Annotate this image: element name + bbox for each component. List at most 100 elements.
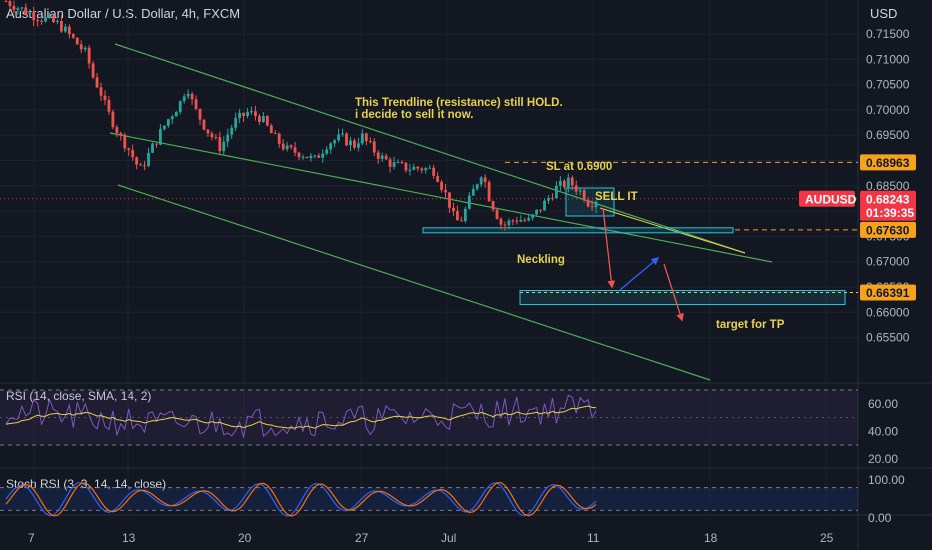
countdown-text: 01:39:35 <box>866 206 914 220</box>
neckline-label: Neckling <box>517 254 565 266</box>
candle-body <box>166 119 170 126</box>
candle-body <box>16 8 20 10</box>
candle-body <box>380 155 384 159</box>
symbol-tag <box>799 190 855 207</box>
candle-body <box>531 214 535 219</box>
candle-body <box>91 63 95 78</box>
candle-body <box>412 166 416 170</box>
candle-body <box>182 96 186 102</box>
candle-body <box>547 197 550 201</box>
candle-body <box>357 143 360 148</box>
candle-body <box>40 20 44 22</box>
candle-body <box>222 141 226 152</box>
candle-body <box>368 141 372 143</box>
candle-body <box>582 190 586 201</box>
candle-body <box>258 116 261 122</box>
time-tick: 11 <box>587 531 600 545</box>
candle-body <box>428 167 432 169</box>
candle-body <box>503 224 507 226</box>
candle-body <box>12 5 16 10</box>
candle-body <box>115 127 119 134</box>
candle-body <box>317 155 321 158</box>
candle-body <box>250 111 253 113</box>
candle-body <box>432 167 436 176</box>
candle-body <box>574 185 578 192</box>
candle-body <box>558 180 562 186</box>
candle-body <box>452 207 455 212</box>
candle-body <box>48 15 51 18</box>
candle-body <box>527 218 531 221</box>
candle-body <box>246 111 249 116</box>
candle-body <box>24 7 28 15</box>
current-price-tag <box>860 190 916 221</box>
candle-body <box>143 165 146 167</box>
currency-label: USD <box>870 6 898 21</box>
stoch-band <box>0 487 858 511</box>
candle-body <box>186 93 190 97</box>
candle-body <box>467 195 471 209</box>
rsi-band <box>0 390 858 445</box>
rsi-line <box>5 394 597 438</box>
candle-body <box>337 134 341 141</box>
candle-body <box>214 137 218 139</box>
chart-title: Australian Dollar / U.S. Dollar, 4h, FXC… <box>6 6 241 21</box>
candle-body <box>456 211 459 221</box>
candle-body <box>499 218 503 225</box>
candle-body <box>234 118 238 128</box>
price-tag <box>860 221 916 238</box>
candle-body <box>293 147 297 153</box>
candle-body <box>321 153 325 158</box>
candle-body <box>384 155 388 160</box>
candle-body <box>396 162 400 164</box>
candle-body <box>463 208 467 222</box>
price-tick: 0.70500 <box>866 78 910 92</box>
candle-body <box>178 101 182 113</box>
candle-body <box>372 141 376 153</box>
candle-body <box>491 201 495 210</box>
candle-body <box>218 137 222 152</box>
price-tick: 0.65500 <box>866 331 910 345</box>
candle-body <box>408 169 412 171</box>
candle-body <box>487 181 491 202</box>
candle-body <box>388 159 392 167</box>
arrow-up <box>619 256 660 291</box>
candle-body <box>341 133 344 135</box>
channel-middle-line <box>109 132 773 263</box>
candle-body <box>174 112 178 117</box>
stoch-tick: 100.00 <box>868 473 905 487</box>
arrow-down-1 <box>602 207 616 289</box>
time-tick: 27 <box>355 531 369 545</box>
candle-body <box>424 168 428 171</box>
candle-body <box>416 166 420 169</box>
candle-body <box>261 115 265 122</box>
candle-body <box>238 112 242 119</box>
candle-body <box>420 168 424 171</box>
candle-body <box>131 149 135 158</box>
trendline-extension <box>599 207 746 254</box>
candle-body <box>254 111 257 117</box>
candle-body <box>44 17 47 22</box>
candle-body <box>75 37 79 45</box>
price-tag-text: 0.68963 <box>866 156 910 170</box>
candle-body <box>325 149 329 154</box>
candle-body <box>479 177 483 185</box>
candle-body <box>230 127 234 135</box>
candle-body <box>285 145 289 150</box>
candle-body <box>376 152 380 159</box>
candle-body <box>459 220 463 222</box>
price-tick: 0.66000 <box>866 305 910 319</box>
price-tag-text: 0.67630 <box>866 223 910 237</box>
channel-upper-line <box>114 43 746 254</box>
candle-body <box>570 177 574 186</box>
candle-body <box>63 26 67 32</box>
candle-body <box>99 87 103 96</box>
candle-body <box>305 156 309 159</box>
candle-body <box>471 188 475 196</box>
rsi-label[interactable]: RSI (14, close, SMA, 14, 2) <box>6 389 151 403</box>
candle-body <box>210 133 214 138</box>
time-tick: 7 <box>28 531 35 545</box>
candle-body <box>36 20 40 22</box>
candle-body <box>333 140 337 144</box>
candle-body <box>198 108 202 120</box>
